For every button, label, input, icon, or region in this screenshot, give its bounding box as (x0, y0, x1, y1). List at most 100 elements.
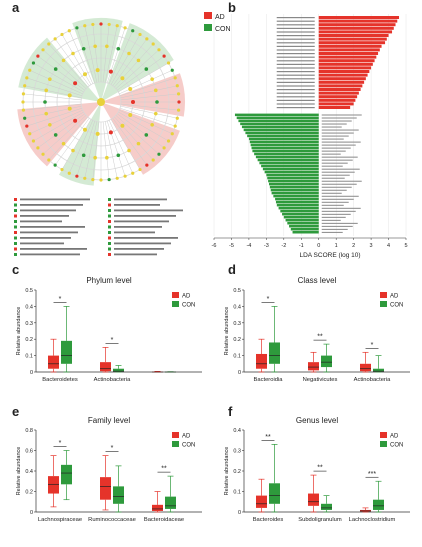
lda-label-line (321, 198, 354, 200)
clade-node (41, 48, 45, 52)
lda-label-line (276, 42, 315, 44)
box-ad (256, 495, 267, 508)
category-label: Bacteroidetes (42, 377, 78, 383)
clade-node (83, 72, 87, 77)
legend-swatch-ad (380, 432, 387, 438)
lda-bar-con (248, 137, 319, 141)
clade-root (97, 98, 105, 106)
lda-label-line (321, 213, 351, 215)
clade-branch (54, 38, 90, 86)
clade-node (67, 93, 72, 98)
legend-swatch-con (380, 441, 387, 447)
chart-title: Genus level (296, 416, 338, 425)
clade-node (25, 76, 29, 80)
lda-label-line (321, 114, 362, 116)
clade-legend-text-line (114, 248, 164, 250)
clade-legend-text-line (20, 226, 85, 228)
lda-bar-con (275, 200, 319, 204)
clade-branch (24, 105, 82, 119)
clade-branch (119, 70, 173, 95)
lda-bar-con (287, 221, 319, 225)
lda-label-line (276, 85, 315, 87)
clade-branch (48, 116, 88, 161)
clade-node (48, 122, 52, 127)
lda-bar-con (285, 218, 319, 222)
lda-label-line (321, 126, 342, 128)
clade-node (176, 108, 181, 112)
box-con (269, 483, 280, 504)
clade-legend-swatch (108, 247, 111, 251)
boxplot-class: Class level 0 0.1 0.2 0.3 0.4 0.5 Relative abun… (224, 276, 410, 383)
clade-branch (76, 120, 96, 177)
clade-node (99, 178, 103, 182)
clade-branch (29, 109, 83, 134)
clade-node (23, 84, 27, 88)
clade-node (155, 100, 159, 104)
lda-label-line (321, 156, 358, 158)
lda-label-line (276, 103, 315, 105)
clade-legend-swatch (108, 209, 111, 212)
clade-branch (106, 120, 126, 177)
clade-branch (61, 34, 92, 85)
clade-legend-text-line (114, 253, 157, 256)
clade-node (123, 174, 127, 178)
lda-label-line (276, 96, 315, 98)
lda-label-line (276, 38, 315, 40)
lda-label-line (276, 56, 315, 58)
box-ad (48, 355, 59, 369)
clade-node (53, 37, 57, 41)
clade-node (115, 176, 119, 180)
lda-bar-con (249, 140, 319, 144)
clade-sector-5 (18, 37, 101, 102)
lda-label-line (321, 210, 356, 212)
lda-tick-label: 3 (370, 243, 373, 249)
lda-label-line (321, 168, 360, 170)
lda-bar-ad (318, 16, 400, 19)
y-tick-label: 0.6 (25, 449, 33, 455)
box-con (321, 503, 332, 510)
legend-label-con: CON (182, 443, 195, 449)
legend-label-ad: AD (390, 294, 399, 300)
lda-bar-ad (318, 52, 379, 55)
clade-node (21, 92, 26, 96)
clade-legend-text-line (114, 242, 171, 245)
category-label: Bacteroides (253, 517, 284, 523)
lda-bar-ad (318, 19, 398, 23)
clade-legend-text-line (114, 204, 160, 206)
lda-label-line (321, 192, 342, 194)
lda-label-line (321, 135, 349, 137)
clade-node (138, 32, 142, 37)
lda-label-line (321, 177, 345, 179)
lda-bar-con (247, 134, 319, 138)
lda-bar-ad (318, 44, 382, 48)
lda-tick-label: -2 (281, 243, 286, 249)
box-con (113, 368, 124, 372)
panel-label-f: f (228, 404, 233, 419)
clade-legend-text-line (20, 253, 80, 256)
lda-bar-con (267, 176, 319, 180)
clade-legend-text-line (114, 220, 169, 223)
clade-node (105, 155, 109, 160)
clade-node (93, 44, 97, 49)
lda-label-line (276, 71, 315, 73)
clade-node (115, 24, 119, 28)
clade-node (23, 116, 27, 120)
clade-node (150, 122, 154, 127)
y-tick-label: 0 (238, 370, 241, 376)
clade-branch (76, 27, 96, 84)
clade-node (73, 118, 78, 123)
clade-node (128, 86, 133, 91)
lda-bar-con (283, 215, 319, 219)
lda-label-line (321, 144, 356, 146)
clade-node (81, 153, 86, 158)
lda-label-line (321, 165, 343, 167)
lda-label-line (276, 63, 315, 65)
clade-branch (33, 62, 84, 93)
clade-legend-swatch (14, 247, 17, 251)
y-axis-label: Relative abundance (224, 447, 230, 496)
lda-bar-con (252, 149, 319, 153)
significance-mark: * (59, 440, 62, 447)
clade-legend-swatch (14, 214, 17, 218)
clade-branch (114, 116, 154, 161)
clade-node (131, 29, 135, 33)
